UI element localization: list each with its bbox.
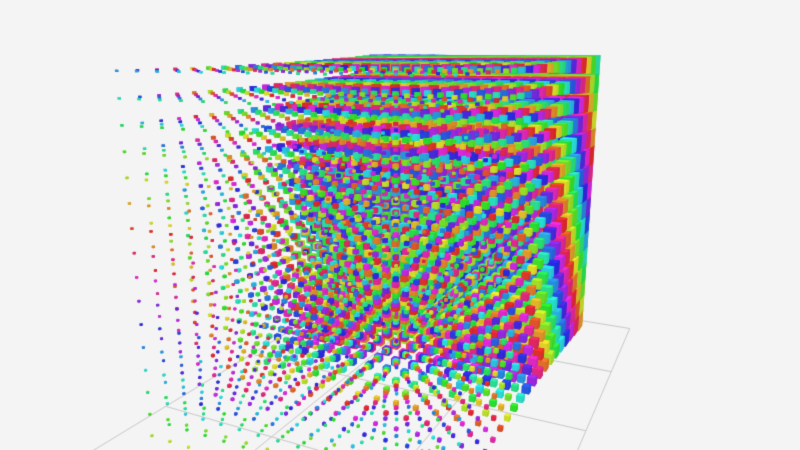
3d-voxel-plot-canvas[interactable]	[0, 0, 800, 450]
visualization-stage	[0, 0, 800, 450]
